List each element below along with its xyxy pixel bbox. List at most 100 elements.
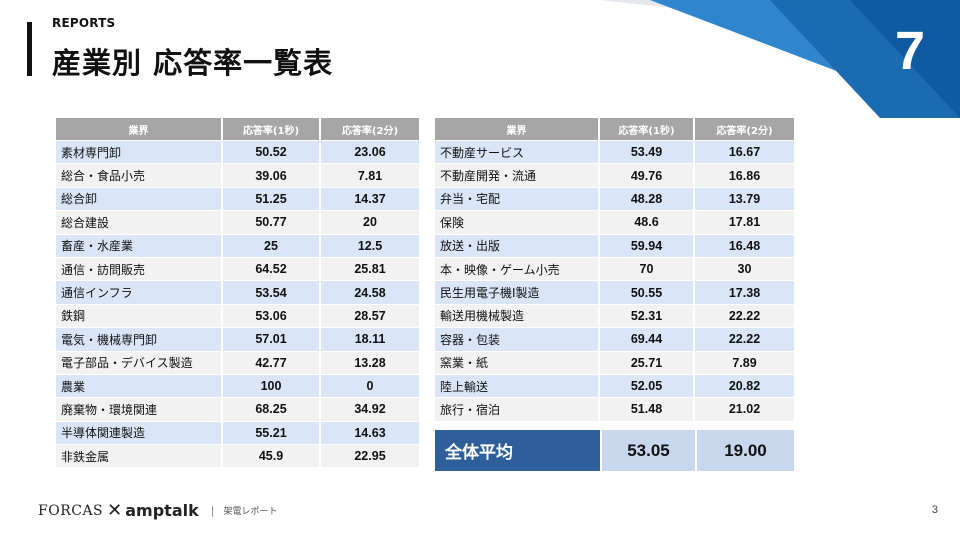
slide-number: 3 bbox=[931, 504, 938, 516]
industry-cell: 素材専門卸 bbox=[56, 141, 223, 165]
industry-cell: 非鉄金属 bbox=[56, 445, 223, 469]
rate-2m-cell: 7.89 bbox=[695, 351, 794, 375]
rate-2m-cell: 13.79 bbox=[695, 187, 794, 212]
table-row: 旅行・宿泊 51.48 21.02 bbox=[435, 398, 794, 422]
rate-2m-cell: 7.81 bbox=[321, 164, 419, 188]
rate-2m-cell: 25.81 bbox=[321, 257, 419, 282]
industry-cell: 保険 bbox=[435, 211, 600, 235]
column-header-industry: 業界 bbox=[435, 118, 600, 141]
table-row: 輸送用機械製造 52.31 22.22 bbox=[435, 304, 794, 329]
average-rate-1s: 53.05 bbox=[600, 430, 695, 471]
rate-2m-cell: 14.63 bbox=[321, 421, 419, 446]
rate-2m-cell: 16.86 bbox=[695, 164, 794, 188]
industry-cell: 不動産開発・流通 bbox=[435, 164, 600, 188]
forcas-logo: FORCAS bbox=[38, 502, 104, 519]
industry-cell: 陸上輸送 bbox=[435, 374, 600, 399]
rate-2m-cell: 17.81 bbox=[695, 211, 794, 235]
footer: FORCAS ✕ amptalk | 架電レポート bbox=[38, 500, 277, 521]
table-header-row: 業界 応答率(1秒) 応答率(2分) bbox=[435, 118, 794, 141]
rate-2m-cell: 16.67 bbox=[695, 141, 794, 165]
column-header-rate-1s: 応答率(1秒) bbox=[223, 118, 321, 141]
industry-cell: 総合建設 bbox=[56, 211, 223, 235]
table-row: 廃棄物・環境関連 68.25 34.92 bbox=[56, 398, 419, 422]
rate-1s-cell: 51.48 bbox=[600, 398, 695, 422]
rate-2m-cell: 18.11 bbox=[321, 328, 419, 352]
rate-1s-cell: 53.49 bbox=[600, 141, 695, 165]
industry-cell: 窯業・紙 bbox=[435, 351, 600, 375]
rate-2m-cell: 21.02 bbox=[695, 398, 794, 422]
rate-1s-cell: 50.55 bbox=[600, 281, 695, 305]
industry-cell: 輸送用機械製造 bbox=[435, 304, 600, 329]
rate-1s-cell: 48.6 bbox=[600, 211, 695, 235]
column-header-rate-2m: 応答率(2分) bbox=[695, 118, 794, 141]
rate-1s-cell: 57.01 bbox=[223, 328, 321, 352]
rate-1s-cell: 48.28 bbox=[600, 187, 695, 212]
column-header-rate-1s: 応答率(1秒) bbox=[600, 118, 695, 141]
average-label: 全体平均 bbox=[435, 430, 600, 471]
rate-2m-cell: 30 bbox=[695, 257, 794, 282]
table-row: 本・映像・ゲーム小売 70 30 bbox=[435, 257, 794, 282]
rate-1s-cell: 25.71 bbox=[600, 351, 695, 375]
document-name: 架電レポート bbox=[223, 507, 278, 517]
rate-2m-cell: 22.22 bbox=[695, 304, 794, 329]
rate-2m-cell: 16.48 bbox=[695, 234, 794, 258]
rate-1s-cell: 52.31 bbox=[600, 304, 695, 329]
rate-1s-cell: 49.76 bbox=[600, 164, 695, 188]
table-row: 素材専門卸 50.52 23.06 bbox=[56, 141, 419, 165]
rate-1s-cell: 53.06 bbox=[223, 304, 321, 329]
table-row: 不動産サービス 53.49 16.67 bbox=[435, 141, 794, 165]
rate-1s-cell: 70 bbox=[600, 257, 695, 282]
rate-2m-cell: 14.37 bbox=[321, 187, 419, 212]
overall-average-row: 全体平均 53.05 19.00 bbox=[435, 430, 794, 471]
table-row: 半導体関連製造 55.21 14.63 bbox=[56, 421, 419, 446]
table-row: 鉄鋼 53.06 28.57 bbox=[56, 304, 419, 329]
table-row: 通信インフラ 53.54 24.58 bbox=[56, 281, 419, 305]
section-label: REPORTS bbox=[52, 16, 116, 30]
rate-2m-cell: 34.92 bbox=[321, 398, 419, 422]
amptalk-logo: amptalk bbox=[125, 501, 199, 520]
industry-cell: 廃棄物・環境関連 bbox=[56, 398, 223, 422]
table-row: 通信・訪問販売 64.52 25.81 bbox=[56, 257, 419, 282]
rate-1s-cell: 100 bbox=[223, 374, 321, 399]
rate-1s-cell: 50.52 bbox=[223, 141, 321, 165]
industry-cell: 弁当・宅配 bbox=[435, 187, 600, 212]
table-row: 民生用電子機I製造 50.55 17.38 bbox=[435, 281, 794, 305]
table-row: 総合建設 50.77 20 bbox=[56, 211, 419, 235]
table-row: 容器・包装 69.44 22.22 bbox=[435, 328, 794, 352]
rate-1s-cell: 53.54 bbox=[223, 281, 321, 305]
rate-1s-cell: 69.44 bbox=[600, 328, 695, 352]
left-table-body: 素材専門卸 50.52 23.06 総合・食品小売 39.06 7.81 総合卸 51.25 1… bbox=[56, 141, 419, 469]
rate-2m-cell: 22.22 bbox=[695, 328, 794, 352]
rate-2m-cell: 24.58 bbox=[321, 281, 419, 305]
rate-2m-cell: 20 bbox=[321, 211, 419, 235]
rate-2m-cell: 20.82 bbox=[695, 374, 794, 399]
industry-cell: 畜産・水産業 bbox=[56, 234, 223, 258]
rate-2m-cell: 17.38 bbox=[695, 281, 794, 305]
industry-cell: 容器・包装 bbox=[435, 328, 600, 352]
industry-cell: 総合・食品小売 bbox=[56, 164, 223, 188]
table-row: 総合卸 51.25 14.37 bbox=[56, 187, 419, 212]
rate-1s-cell: 42.77 bbox=[223, 351, 321, 375]
rate-1s-cell: 68.25 bbox=[223, 398, 321, 422]
industry-cell: 鉄鋼 bbox=[56, 304, 223, 329]
industry-cell: 放送・出版 bbox=[435, 234, 600, 258]
column-header-rate-2m: 応答率(2分) bbox=[321, 118, 419, 141]
rate-1s-cell: 50.77 bbox=[223, 211, 321, 235]
right-table-body: 不動産サービス 53.49 16.67 不動産開発・流通 49.76 16.86 弁当・宅配… bbox=[435, 141, 794, 422]
rate-1s-cell: 52.05 bbox=[600, 374, 695, 399]
industry-cell: 不動産サービス bbox=[435, 141, 600, 165]
table-row: 非鉄金属 45.9 22.95 bbox=[56, 445, 419, 469]
table-header-row: 業界 応答率(1秒) 応答率(2分) bbox=[56, 118, 419, 141]
table-row: 農業 100 0 bbox=[56, 374, 419, 399]
rate-2m-cell: 22.95 bbox=[321, 445, 419, 469]
table-row: 窯業・紙 25.71 7.89 bbox=[435, 351, 794, 375]
rate-2m-cell: 12.5 bbox=[321, 234, 419, 258]
rate-2m-cell: 0 bbox=[321, 374, 419, 399]
right-response-rate-table: 業界 応答率(1秒) 応答率(2分) 不動産サービス 53.49 16.67 不動産開… bbox=[435, 118, 794, 422]
column-header-industry: 業界 bbox=[56, 118, 223, 141]
table-row: 陸上輸送 52.05 20.82 bbox=[435, 374, 794, 399]
table-row: 放送・出版 59.94 16.48 bbox=[435, 234, 794, 258]
table-row: 電子部品・デバイス製造 42.77 13.28 bbox=[56, 351, 419, 375]
table-row: 不動産開発・流通 49.76 16.86 bbox=[435, 164, 794, 188]
collaboration-x-icon: ✕ bbox=[107, 500, 123, 521]
